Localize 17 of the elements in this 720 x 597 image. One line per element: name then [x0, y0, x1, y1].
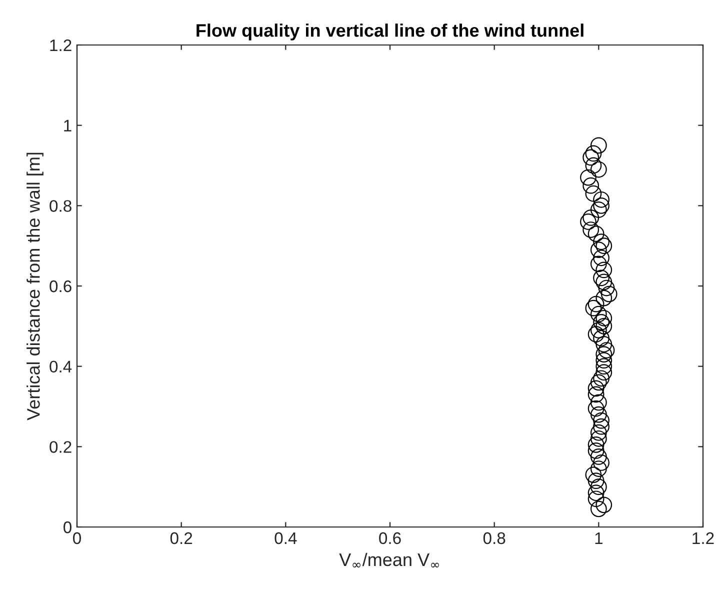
y-tick-label: 0.8 [50, 200, 72, 212]
y-tick-label: 1.2 [50, 39, 72, 52]
x-tick-label: 0.6 [379, 532, 401, 544]
x-tick-label: 0.8 [483, 532, 506, 544]
x-tick-label: 0.2 [170, 532, 192, 544]
x-axis-title: V$_{∞}$/mean V$_{∞}$ [339, 552, 439, 568]
y-tick-label: 0.4 [50, 360, 72, 373]
x-tick-label: 0.4 [274, 532, 297, 544]
y-tick-label: 1 [64, 120, 72, 132]
x-tick-label: 1.2 [692, 532, 714, 544]
y-tick-label: 0.2 [50, 441, 72, 453]
x-tick-label: 1 [595, 532, 602, 544]
chart-title: Flow quality in vertical line of the wind tunnel [196, 24, 584, 40]
x-tick-label: 0 [73, 532, 81, 544]
y-tick-label: 0.6 [50, 280, 72, 292]
y-axis-title: Vertical distance from the wall [m] [26, 152, 44, 420]
y-tick-label: 0 [64, 521, 72, 534]
